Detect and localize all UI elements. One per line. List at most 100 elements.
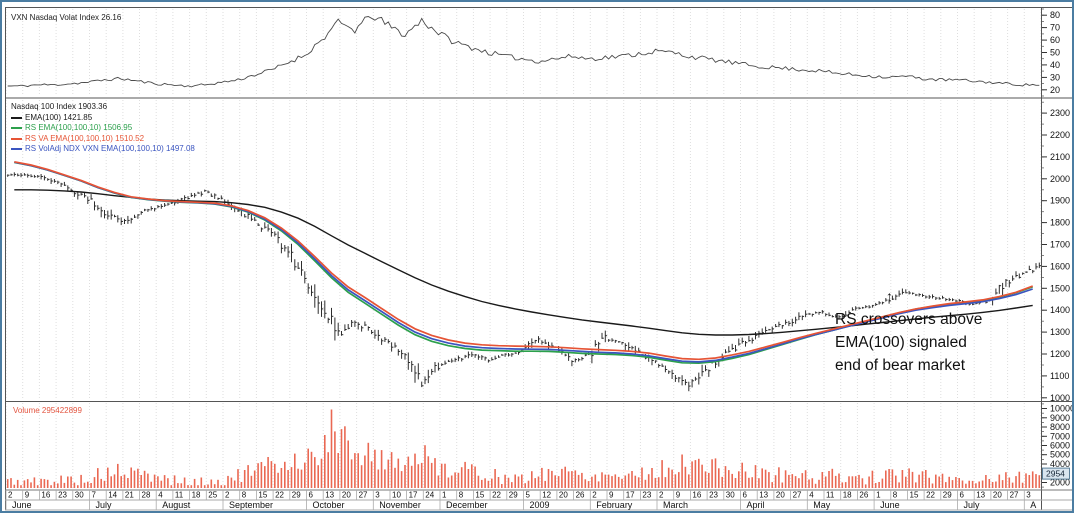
svg-text:27: 27 (793, 491, 802, 500)
svg-text:70: 70 (1050, 23, 1060, 33)
svg-text:22: 22 (926, 491, 935, 500)
svg-text:26: 26 (859, 491, 868, 500)
svg-text:27: 27 (359, 491, 368, 500)
legend-item-rs-ema: RS EMA(100,100,10) 1506.95 (11, 123, 195, 134)
svg-text:20: 20 (559, 491, 568, 500)
svg-text:6: 6 (743, 491, 748, 500)
svg-text:13: 13 (976, 491, 985, 500)
legend-label: RS EMA(100,100,10) 1506.95 (25, 123, 133, 132)
svg-text:6: 6 (960, 491, 965, 500)
svg-text:25: 25 (208, 491, 217, 500)
svg-text:1100: 1100 (1050, 371, 1069, 381)
annotation-text: RS crossovers above EMA(100) signaled en… (835, 308, 982, 377)
svg-text:July: July (96, 500, 113, 510)
svg-text:27: 27 (1010, 491, 1019, 500)
svg-text:2: 2 (592, 491, 597, 500)
svg-text:1400: 1400 (1050, 305, 1070, 315)
svg-text:60: 60 (1050, 35, 1060, 45)
svg-text:26: 26 (576, 491, 585, 500)
svg-text:40: 40 (1050, 60, 1060, 70)
svg-text:13: 13 (325, 491, 334, 500)
svg-text:22: 22 (275, 491, 284, 500)
svg-text:20: 20 (776, 491, 785, 500)
legend-item-rs-va-ema: RS VA EMA(100,100,10) 1510.52 (11, 134, 195, 145)
svg-text:1300: 1300 (1050, 327, 1070, 337)
svg-text:June: June (880, 500, 900, 510)
svg-text:1600: 1600 (1050, 261, 1070, 271)
svg-text:November: November (379, 500, 421, 510)
svg-text:2200: 2200 (1050, 130, 1070, 140)
vxn-panel-label: VXN Nasdaq Volat Index 26.16 (11, 13, 122, 22)
svg-text:1: 1 (442, 491, 447, 500)
annotation-line: end of bear market (835, 357, 966, 374)
svg-text:30: 30 (75, 491, 84, 500)
svg-text:50: 50 (1050, 48, 1060, 58)
svg-text:2000: 2000 (1050, 174, 1070, 184)
svg-text:5000: 5000 (1050, 450, 1070, 460)
svg-text:28: 28 (142, 491, 151, 500)
legend-label: Nasdaq 100 Index 1903.36 (11, 102, 108, 111)
svg-text:2100: 2100 (1050, 152, 1070, 162)
svg-text:9: 9 (25, 491, 30, 500)
line-swatch-icon (11, 127, 22, 130)
svg-text:April: April (747, 500, 765, 510)
svg-text:18: 18 (192, 491, 201, 500)
svg-text:16: 16 (692, 491, 701, 500)
legend-item-rs-voladj-ema: RS VolAdj NDX VXN EMA(100,100,10) 1497.0… (11, 144, 195, 155)
svg-text:11: 11 (826, 491, 835, 500)
svg-text:2: 2 (8, 491, 13, 500)
legend-label: EMA(100) 1421.85 (25, 112, 93, 122)
svg-text:3: 3 (1026, 491, 1031, 500)
svg-text:1: 1 (876, 491, 881, 500)
svg-text:30: 30 (726, 491, 735, 500)
svg-text:80: 80 (1050, 10, 1060, 20)
legend-label: RS VolAdj NDX VXN EMA(100,100,10) 1497.0… (25, 144, 195, 153)
svg-text:18: 18 (843, 491, 852, 500)
svg-text:August: August (162, 500, 191, 510)
volume-panel-label: Volume 295422899 (13, 406, 82, 415)
svg-text:4000: 4000 (1050, 459, 1070, 469)
svg-text:9: 9 (676, 491, 681, 500)
svg-text:9: 9 (609, 491, 614, 500)
svg-text:8: 8 (242, 491, 247, 500)
svg-text:2300: 2300 (1050, 108, 1070, 118)
svg-text:11: 11 (175, 491, 184, 500)
price-legend: Nasdaq 100 Index 1903.36 EMA(100) 1421.8… (11, 102, 195, 155)
svg-text:December: December (446, 500, 488, 510)
svg-text:1000: 1000 (1050, 393, 1070, 403)
svg-text:3: 3 (375, 491, 380, 500)
svg-text:20: 20 (993, 491, 1002, 500)
svg-text:4: 4 (809, 491, 814, 500)
svg-text:8: 8 (459, 491, 464, 500)
svg-text:9000: 9000 (1050, 413, 1070, 423)
svg-text:4: 4 (158, 491, 163, 500)
svg-text:1900: 1900 (1050, 196, 1070, 206)
svg-text:30: 30 (1050, 72, 1060, 82)
svg-text:12: 12 (542, 491, 551, 500)
svg-text:20: 20 (1050, 85, 1060, 95)
line-swatch-icon (11, 116, 22, 119)
svg-text:17: 17 (409, 491, 418, 500)
svg-text:October: October (313, 500, 345, 510)
svg-text:6: 6 (309, 491, 314, 500)
svg-text:15: 15 (258, 491, 267, 500)
svg-text:10000: 10000 (1050, 404, 1074, 414)
svg-text:29: 29 (943, 491, 952, 500)
svg-text:14: 14 (108, 491, 117, 500)
svg-text:8: 8 (893, 491, 898, 500)
annotation-line: EMA(100) signaled (835, 334, 967, 351)
svg-text:May: May (813, 500, 831, 510)
line-swatch-icon (11, 148, 22, 151)
svg-text:March: March (663, 500, 688, 510)
svg-text:29: 29 (509, 491, 518, 500)
svg-text:15: 15 (475, 491, 484, 500)
svg-text:29: 29 (292, 491, 301, 500)
svg-text:13: 13 (759, 491, 768, 500)
svg-text:22: 22 (492, 491, 501, 500)
svg-text:7000: 7000 (1050, 431, 1070, 441)
svg-text:15: 15 (910, 491, 919, 500)
svg-text:September: September (229, 500, 273, 510)
svg-text:7: 7 (92, 491, 97, 500)
